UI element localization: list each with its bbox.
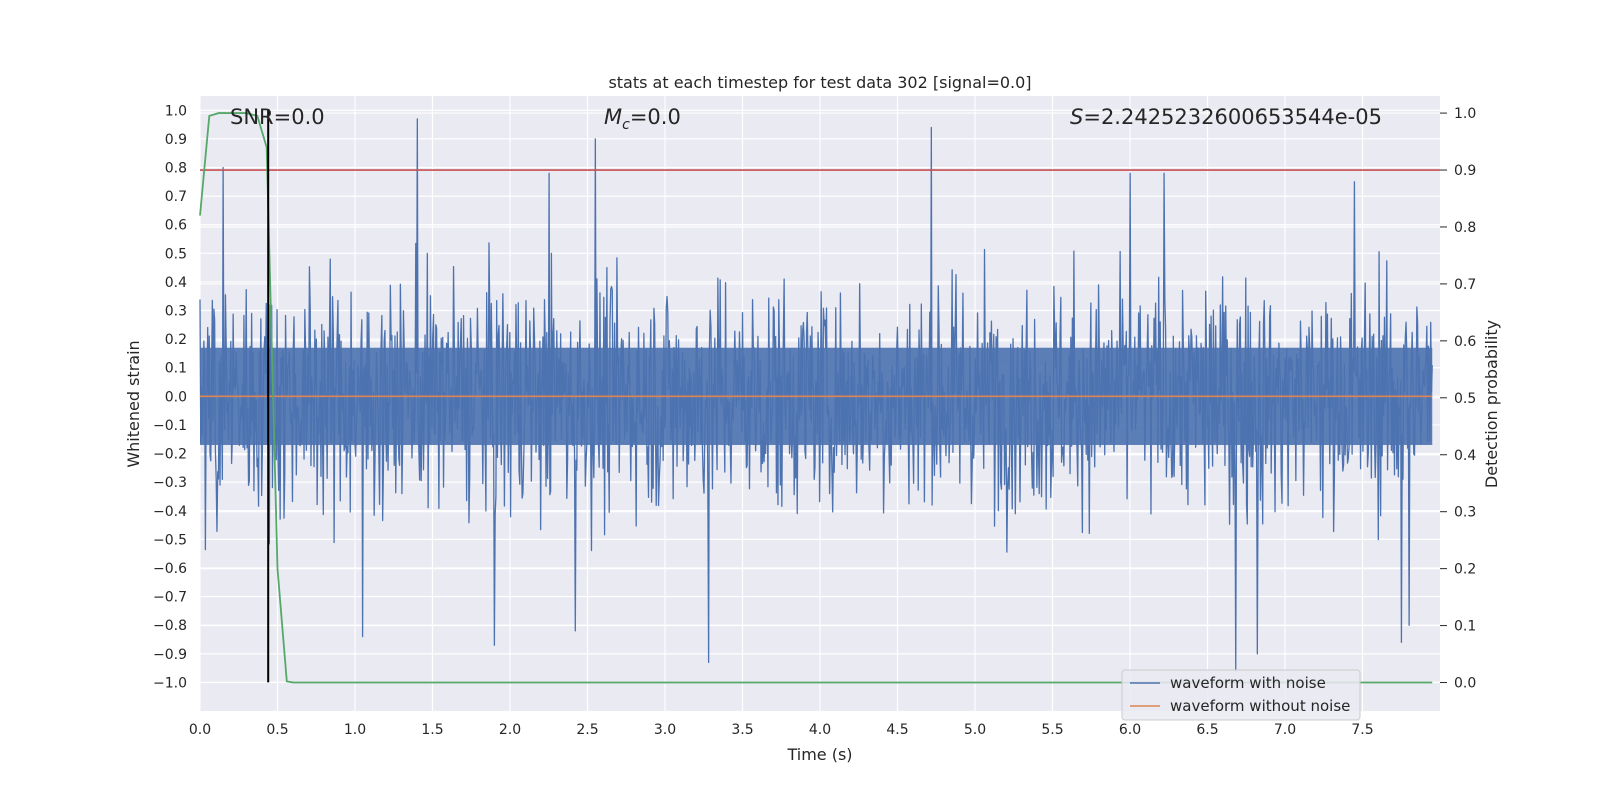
- chart-title: stats at each timestep for test data 302…: [608, 73, 1031, 92]
- legend-box: [1121, 669, 1361, 721]
- s-statistic-annotation: S=2.2425232600653544e-05: [1070, 105, 1382, 129]
- y-axis-label-right: Detection probability: [1482, 320, 1501, 488]
- legend: waveform with noise waveform without noi…: [1121, 669, 1361, 721]
- x-tick-label: 7.0: [1274, 722, 1296, 738]
- x-tick-label: 2.0: [499, 722, 521, 738]
- x-tick-label: 5.0: [964, 722, 986, 738]
- y-left-tick-label: 0.7: [165, 189, 187, 205]
- y-right-tick-label: 0.7: [1454, 277, 1476, 293]
- y-left-tick-label: −0.9: [153, 647, 187, 663]
- x-tick-label: 6.5: [1196, 722, 1218, 738]
- y-left-tick-label: −0.6: [153, 561, 187, 577]
- y-left-tick-label: 0.0: [165, 389, 187, 405]
- x-axis-label: Time (s): [786, 745, 852, 764]
- x-tick-label: 0.5: [266, 722, 288, 738]
- y-right-tick-label: 0.5: [1454, 391, 1476, 407]
- x-tick-label: 3.5: [731, 722, 753, 738]
- x-tick-label: 0.0: [189, 722, 211, 738]
- y-left-tick-label: 0.2: [165, 332, 187, 348]
- y-right-tick-label: 0.3: [1454, 505, 1476, 521]
- x-tick-label: 2.5: [576, 722, 598, 738]
- y-left-tick-label: −0.8: [153, 618, 187, 634]
- y-left-tick-label: 0.4: [165, 275, 187, 291]
- y-right-tick-label: 0.2: [1454, 562, 1476, 578]
- y-right-tick-label: 0.8: [1454, 220, 1476, 236]
- y-right-tick-label: 0.1: [1454, 619, 1476, 635]
- y-left-tick-label: −0.7: [153, 590, 187, 606]
- y-left-tick-label: −0.5: [153, 532, 187, 548]
- x-tick-label: 4.5: [886, 722, 908, 738]
- x-tick-label: 3.0: [654, 722, 676, 738]
- x-tick-label: 4.0: [809, 722, 831, 738]
- y-left-tick-label: −1.0: [153, 675, 187, 691]
- y-left-tick-label: −0.4: [153, 504, 187, 520]
- y-left-tick-label: 0.6: [165, 218, 187, 234]
- y-right-tick-label: 0.9: [1454, 163, 1476, 179]
- y-left-tick-label: 0.1: [165, 361, 187, 377]
- axes: 0.0 0.5 1.0 1.5 2.0 2.5 3.0 3.5 4.0 4.5 5.0 5.5 6.0 6…: [153, 103, 1476, 738]
- y-left-tick-label: 0.5: [165, 246, 187, 262]
- x-tick-label: 1.5: [421, 722, 443, 738]
- y-left-tick-label: 0.8: [165, 161, 187, 177]
- y-right-tick-label: 0.4: [1454, 448, 1476, 464]
- y-left-tick-label: −0.2: [153, 447, 187, 463]
- x-tick-label: 6.0: [1119, 722, 1141, 738]
- plot-area: [199, 110, 1440, 684]
- y-right-tick-label: 0.6: [1454, 334, 1476, 350]
- y-right-tick-label: 1.0: [1454, 106, 1476, 122]
- x-tick-label: 7.5: [1351, 722, 1373, 738]
- legend-label-clean: waveform without noise: [1170, 697, 1350, 715]
- y-left-tick-label: 1.0: [165, 103, 187, 119]
- y-left-tick-label: 0.9: [165, 132, 187, 148]
- y-left-tick-label: −0.3: [153, 475, 187, 491]
- series-detection-probability: [199, 112, 1433, 684]
- y-left-tick-label: 0.3: [165, 304, 187, 320]
- y-axis-label-left: Whitened strain: [124, 340, 143, 467]
- legend-label-noise: waveform with noise: [1170, 674, 1326, 692]
- snr-annotation: SNR=0.0: [230, 105, 325, 129]
- y-right-tick-label: 0.0: [1454, 676, 1476, 692]
- chirp-mass-annotation: Mc=0.0: [604, 105, 681, 133]
- x-tick-label: 1.0: [344, 722, 366, 738]
- x-tick-label: 5.5: [1041, 722, 1063, 738]
- y-left-tick-label: −0.1: [153, 418, 187, 434]
